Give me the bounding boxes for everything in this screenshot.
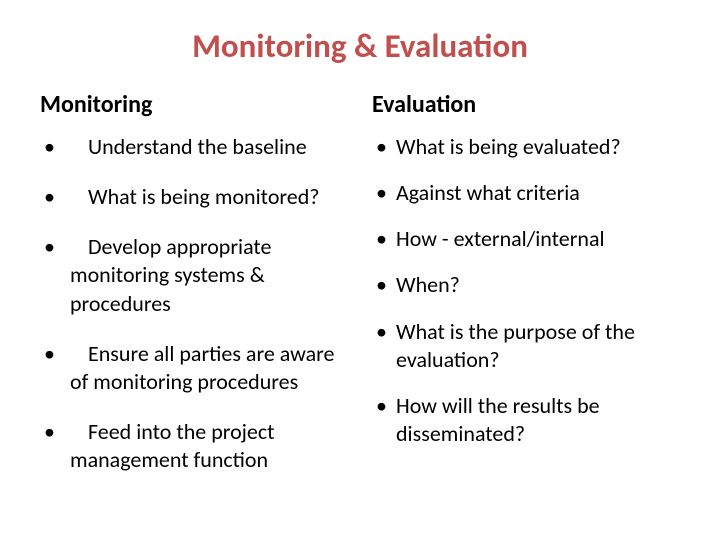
slide: Monitoring & Evaluation Monitoring Under…	[0, 0, 720, 540]
evaluation-heading: Evaluation	[372, 90, 680, 119]
list-item: What is the purpose of the evaluation?	[372, 318, 680, 374]
slide-title: Monitoring & Evaluation	[40, 26, 680, 66]
list-item: What is being monitored?	[40, 183, 348, 211]
column-monitoring: Monitoring Understand the baseline What i…	[40, 90, 348, 496]
list-item: What is being evaluated?	[372, 133, 680, 161]
evaluation-list: What is being evaluated? Against what cri…	[372, 133, 680, 448]
list-item: Develop appropriate monitoring systems &…	[40, 233, 348, 317]
monitoring-list: Understand the baseline What is being mon…	[40, 133, 348, 474]
list-item: Feed into the project management functio…	[40, 418, 348, 474]
list-item: How - external/internal	[372, 225, 680, 253]
columns: Monitoring Understand the baseline What i…	[40, 90, 680, 496]
list-item: When?	[372, 271, 680, 299]
list-item: Against what criteria	[372, 179, 680, 207]
column-evaluation: Evaluation What is being evaluated? Again…	[372, 90, 680, 496]
monitoring-heading: Monitoring	[40, 90, 348, 119]
list-item: How will the results be disseminated?	[372, 392, 680, 448]
list-item: Ensure all parties are aware of monitori…	[40, 340, 348, 396]
list-item: Understand the baseline	[40, 133, 348, 161]
